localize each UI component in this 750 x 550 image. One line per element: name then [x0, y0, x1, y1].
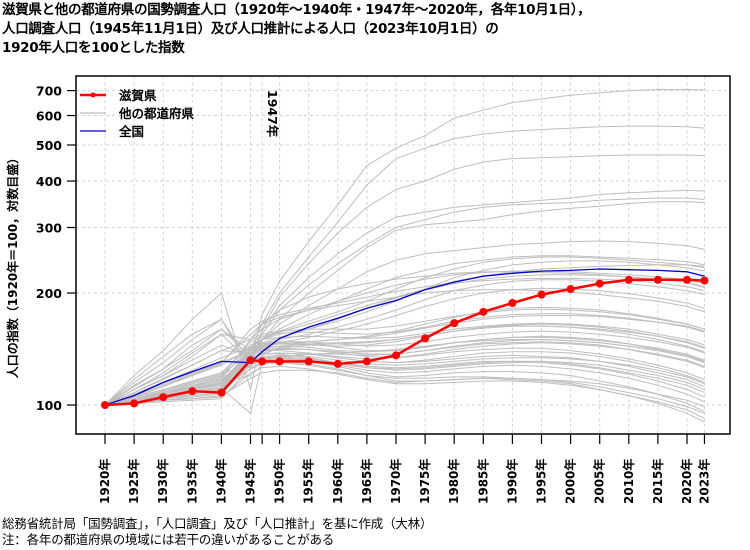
shiga-data-point	[624, 275, 633, 284]
plot-frame	[75, 75, 731, 435]
shiga-data-point	[508, 299, 517, 308]
x-tick-label: 1950年	[272, 459, 287, 504]
grid	[76, 76, 730, 434]
other-prefecture-line	[104, 357, 705, 406]
x-tick-label: 1965年	[359, 459, 374, 504]
y-axis-label: 人口の指数（1920年＝100，対数目盛）	[5, 152, 20, 378]
other-prefecture-line	[104, 315, 705, 406]
title-line-2: 人口調査人口（1945年11月1日）及び人口推計による人口（2023年10月1日…	[2, 21, 499, 37]
other-prefecture-line	[104, 270, 705, 406]
shiga-data-point	[304, 357, 313, 366]
source-note: 総務省統計局「国勢調査」，「人口調査」及び「人口推計」を基に作成（大林）	[2, 516, 433, 531]
y-tick-label: 600	[36, 109, 62, 124]
x-tick-label: 1955年	[301, 459, 316, 504]
x-tick-label: 1980年	[446, 459, 461, 504]
x-tick-label: 1995年	[534, 459, 549, 504]
shiga-data-point	[683, 275, 691, 284]
x-tick-label: 1925年	[126, 459, 141, 504]
other-prefecture-line	[104, 240, 705, 406]
x-tick-label: 2000年	[563, 459, 578, 504]
other-prefecture-line	[104, 369, 705, 408]
legend-label-shiga: 滋賀県	[119, 88, 157, 103]
other-prefecture-line	[104, 358, 705, 415]
other-prefecture-line	[104, 277, 705, 406]
other-prefecture-line	[104, 287, 705, 406]
x-tick-label: 1985年	[475, 459, 490, 504]
x-tick-label: 1975年	[417, 459, 432, 504]
x-tick-label: 1930年	[155, 459, 170, 504]
x-tick-label: 1960年	[330, 459, 345, 504]
national-line	[104, 268, 705, 406]
y-tick-label: 200	[36, 286, 62, 301]
national-series-line	[104, 268, 705, 406]
other-prefecture-line	[104, 271, 705, 406]
chart-footer: 総務省統計局「国勢調査」，「人口調査」及び「人口推計」を基に作成（大林） 注：各…	[2, 516, 433, 548]
shiga-data-point	[595, 279, 604, 288]
boundary-note: 注：各年の都道府県の境域には若干の違いがあることがある	[2, 532, 335, 547]
legend-marker-shiga	[90, 92, 96, 98]
other-prefecture-line	[104, 264, 705, 406]
shiga-data-point	[362, 357, 371, 366]
shiga-data-point	[479, 307, 488, 316]
y-tick-label: 500	[36, 138, 62, 153]
shiga-line	[101, 275, 709, 409]
x-tick-label: 2020年	[679, 459, 694, 504]
y-tick-label: 400	[36, 174, 62, 189]
shiga-data-point	[566, 285, 575, 294]
x-tick-label: 2010年	[621, 459, 636, 504]
shiga-data-point	[275, 357, 284, 366]
other-prefecture-line	[104, 308, 705, 406]
shiga-data-point	[246, 356, 255, 365]
other-prefecture-line	[104, 125, 705, 406]
x-tick-label: 1970年	[388, 459, 403, 504]
shiga-data-point	[537, 290, 546, 299]
shiga-data-point	[421, 334, 430, 343]
other-prefecture-line	[104, 154, 705, 406]
other-prefecture-line	[104, 201, 705, 406]
legend-label-others: 他の都道府県	[118, 106, 195, 121]
shiga-data-point	[217, 388, 226, 397]
x-tick-label: 2005年	[592, 459, 607, 504]
x-tick-label: 1945年	[243, 459, 258, 504]
title-line-3: 1920年人口を100とした指数	[2, 40, 185, 56]
y-tick-label: 700	[36, 84, 62, 99]
x-tick-label: 1990年	[504, 459, 519, 504]
other-prefecture-line	[104, 365, 705, 419]
other-prefectures-lines	[104, 89, 705, 423]
x-tick-label: 1935年	[184, 459, 199, 504]
x-tick-label: 2023年	[696, 459, 711, 504]
shiga-data-point	[188, 387, 197, 396]
other-prefecture-line	[104, 89, 705, 406]
other-prefecture-line	[104, 197, 705, 406]
x-tick-label: 2015年	[650, 459, 665, 504]
legend-label-national: 全国	[118, 124, 144, 139]
shiga-data-point	[450, 319, 459, 328]
x-tick-label: 1940年	[213, 459, 228, 504]
shiga-data-point	[333, 359, 342, 368]
shiga-data-point	[258, 357, 267, 366]
other-prefecture-line	[104, 325, 705, 406]
shiga-data-point	[159, 393, 168, 402]
other-prefecture-line	[104, 354, 705, 406]
x-tick-label: 1920年	[97, 459, 112, 504]
legend: 滋賀県 他の都道府県 全国	[80, 88, 195, 139]
title-line-1: 滋賀県と他の都道府県の国勢調査人口（1920年～1940年・1947年～2020…	[2, 2, 591, 18]
shiga-data-point	[700, 276, 709, 285]
other-prefecture-line	[104, 313, 705, 406]
annotation-1947: 1947年	[265, 90, 280, 138]
other-prefecture-line	[104, 189, 705, 406]
other-prefecture-line	[104, 323, 705, 406]
y-tick-label: 100	[36, 398, 62, 413]
shiga-data-point	[130, 399, 139, 408]
shiga-data-point	[653, 275, 662, 284]
y-axis: 100 200 300 400 500 600 700	[36, 84, 76, 413]
other-prefecture-line	[104, 256, 705, 406]
shiga-data-point	[101, 401, 109, 409]
chart-title: 滋賀県と他の都道府県の国勢調査人口（1920年～1940年・1947年～2020…	[2, 1, 591, 58]
x-axis: 1920年 1925年 1930年 1935年 1940年 1945年 1950年 1955年…	[97, 434, 711, 504]
shiga-data-point	[392, 351, 400, 360]
y-tick-label: 300	[36, 221, 62, 236]
